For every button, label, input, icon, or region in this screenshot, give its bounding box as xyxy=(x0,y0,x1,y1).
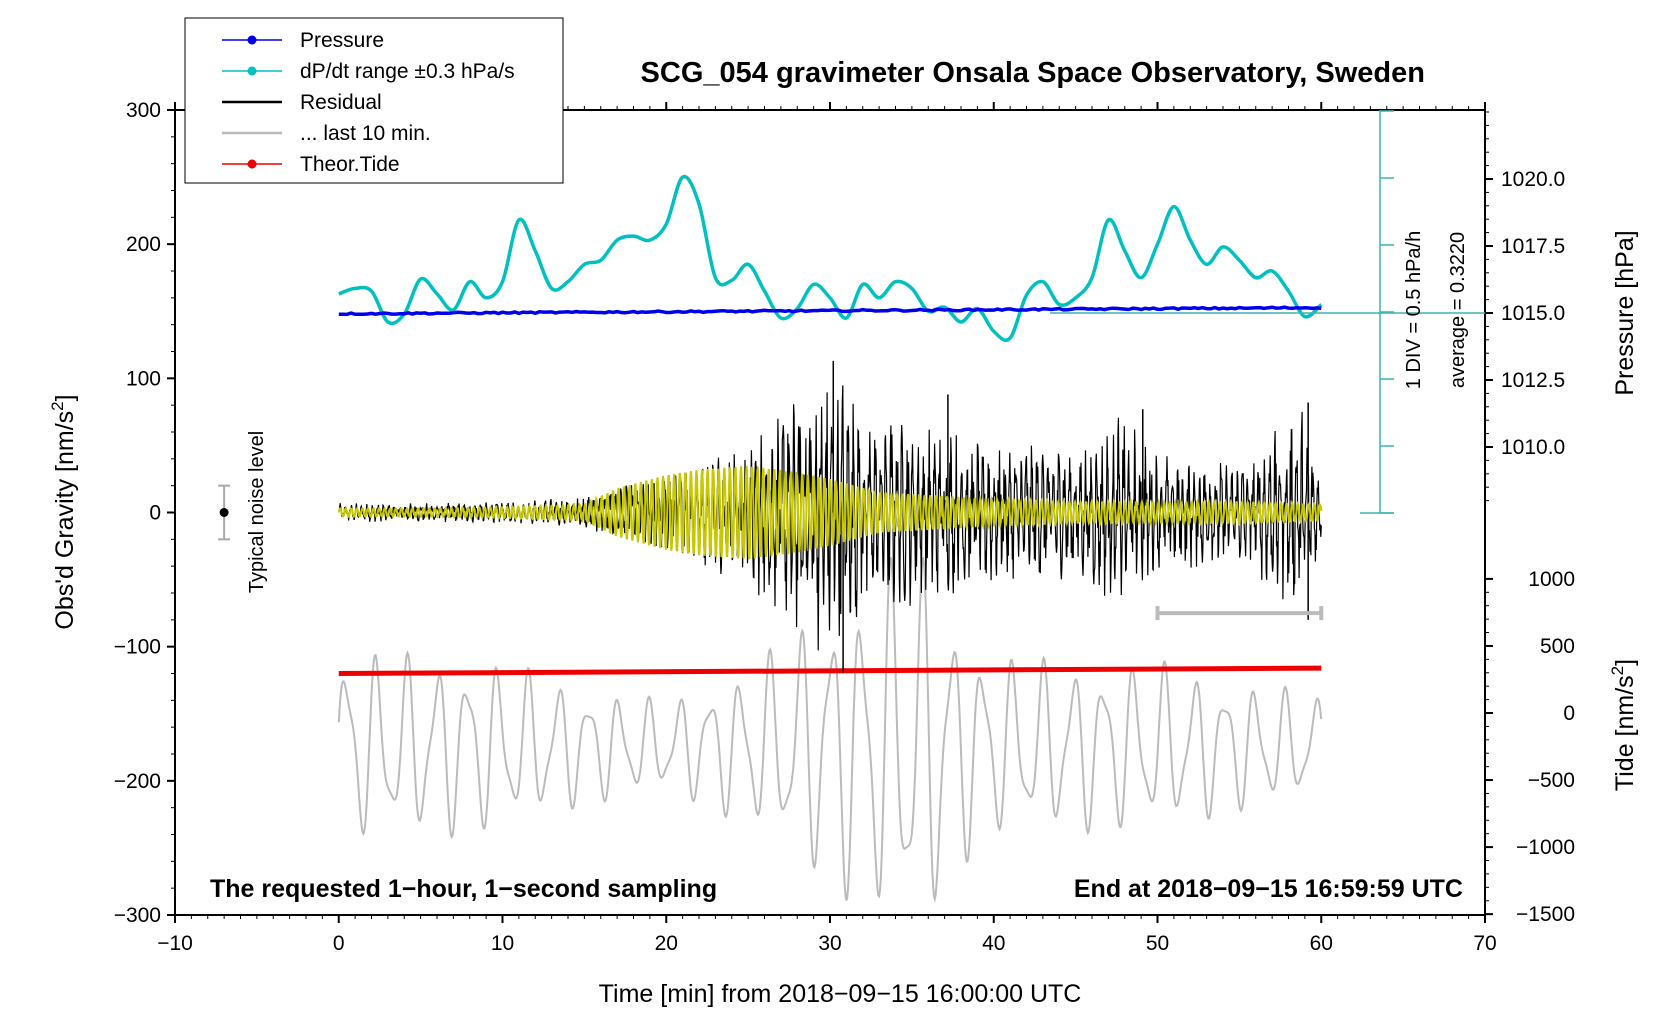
footer-right-label: End at 2018−09−15 16:59:59 UTC xyxy=(1074,875,1463,903)
legend-swatch-marker xyxy=(247,66,257,76)
left-tick-label: −200 xyxy=(114,770,161,793)
noise-level-label: Typical noise level xyxy=(246,431,268,593)
left-tick-label: −300 xyxy=(114,904,161,927)
legend-box xyxy=(184,17,564,184)
left-axis-ticks: −300 −200 −100 0 100 200 300 xyxy=(114,99,175,927)
x-tick-label: 30 xyxy=(818,932,841,955)
pressure-tick-label: 1015.0 xyxy=(1501,302,1565,325)
pressure-axis-title: Pressure [hPa] xyxy=(1611,230,1639,395)
left-tick-label: 300 xyxy=(126,99,161,122)
theoretical-tide-series xyxy=(338,665,1322,676)
last-10-min-bar xyxy=(1155,606,1324,621)
left-tick-label: −100 xyxy=(114,636,161,659)
x-tick-label: 40 xyxy=(982,932,1005,955)
residual-smoothed-line xyxy=(337,465,1323,560)
footer-left-label: The requested 1−hour, 1−second sampling xyxy=(210,875,717,903)
dpdt-line xyxy=(338,174,1323,342)
tide-tick-label: 1000 xyxy=(1528,568,1575,591)
pressure-scale-div-label: 1 DIV = 0.5 hPa/h xyxy=(1403,231,1425,389)
x-tick-label: −10 xyxy=(157,932,193,955)
legend-label: Pressure xyxy=(300,29,384,52)
legend-swatch-marker xyxy=(247,35,257,45)
x-tick-label: 60 xyxy=(1310,932,1333,955)
pressure-tick-label: 1012.5 xyxy=(1501,369,1565,392)
tide-line xyxy=(338,665,1322,676)
noise-level-marker xyxy=(218,484,231,541)
tide-tick-label: 500 xyxy=(1540,635,1575,658)
pressure-axis-ticks: 1010.0 1012.5 1015.0 1017.5 1020.0 xyxy=(1485,111,1565,502)
pressure-line xyxy=(338,305,1322,317)
tide-tick-label: −1500 xyxy=(1516,903,1575,926)
pressure-series xyxy=(338,305,1322,317)
tide-axis-ticks: −1500 −1000 −500 0 500 1000 xyxy=(1485,568,1575,926)
left-tick-label: 0 xyxy=(149,502,161,525)
legend-label: Residual xyxy=(300,91,382,114)
last-10-min-series xyxy=(337,556,1323,903)
legend-label: ... last 10 min. xyxy=(300,122,431,145)
noise-point xyxy=(219,508,229,517)
left-tick-label: 200 xyxy=(126,233,161,256)
legend-label: dP/dt range ±0.3 hPa/s xyxy=(300,60,515,83)
left-axis-title: Obs'd Gravity [nm/s2] xyxy=(48,394,79,629)
x-tick-label: 10 xyxy=(491,932,514,955)
pressure-tick-label: 1020.0 xyxy=(1501,168,1565,191)
pressure-average-label: average = 0.3220 xyxy=(1447,232,1469,388)
residual-smoothed-series xyxy=(337,465,1323,560)
left-tick-label: 100 xyxy=(126,367,161,390)
x-tick-label: 0 xyxy=(333,932,345,955)
last-10-min-line xyxy=(337,556,1323,903)
legend-label: Theor.Tide xyxy=(300,153,400,176)
tide-tick-label: −500 xyxy=(1528,769,1575,792)
x-tick-label: 70 xyxy=(1473,932,1496,955)
tide-tick-label: −1000 xyxy=(1516,836,1575,859)
x-tick-label: 50 xyxy=(1146,932,1169,955)
dpdt-series xyxy=(338,174,1323,342)
legend: Pressure dP/dt range ±0.3 hPa/s Residual..… xyxy=(184,17,564,184)
legend-swatch-marker xyxy=(247,159,257,169)
pressure-tick-label: 1010.0 xyxy=(1501,436,1565,459)
pressure-tick-label: 1017.5 xyxy=(1501,235,1565,258)
x-axis-ticks: −10 0 10 20 30 40 50 60 70 xyxy=(157,102,1497,955)
x-axis-title: Time [min] from 2018−09−15 16:00:00 UTC xyxy=(599,980,1082,1008)
x-tick-label: 20 xyxy=(655,932,678,955)
pressure-rate-scale xyxy=(1050,110,1485,514)
tide-axis-title: Tide [nm/s2] xyxy=(1608,659,1639,791)
chart-title: SCG_054 gravimeter Onsala Space Observat… xyxy=(641,57,1425,89)
tide-tick-label: 0 xyxy=(1563,702,1575,725)
